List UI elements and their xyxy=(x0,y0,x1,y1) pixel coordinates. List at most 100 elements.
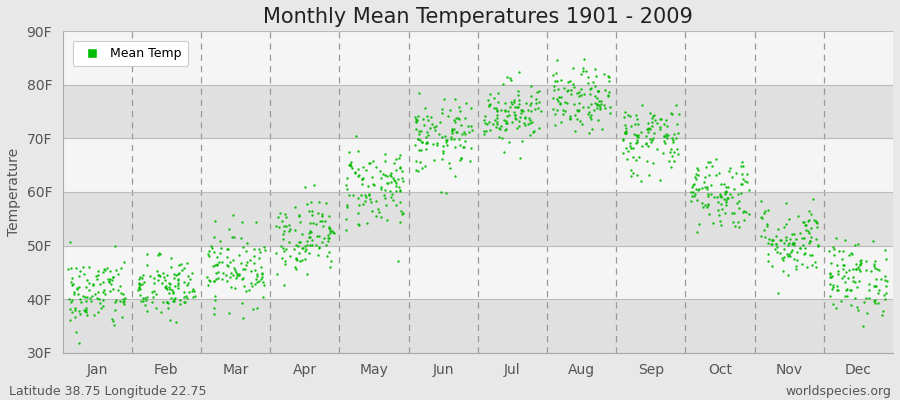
Point xyxy=(311,199,326,205)
Point xyxy=(387,177,401,183)
Point xyxy=(512,69,526,75)
Point xyxy=(320,200,334,206)
Point xyxy=(483,91,498,97)
Point xyxy=(206,263,220,270)
Point xyxy=(439,136,454,143)
Point xyxy=(504,99,518,105)
Point xyxy=(207,277,221,284)
Point xyxy=(132,282,147,289)
Point xyxy=(719,196,733,203)
Point xyxy=(576,68,590,74)
Point xyxy=(244,268,258,275)
Point xyxy=(641,143,655,149)
Point xyxy=(723,191,737,197)
Point xyxy=(377,192,392,198)
Point xyxy=(644,139,658,145)
Point xyxy=(418,146,433,152)
Point xyxy=(577,91,591,98)
Point xyxy=(797,235,812,241)
Point xyxy=(136,295,150,302)
Point xyxy=(430,140,445,146)
Point xyxy=(826,252,841,258)
Point xyxy=(546,87,561,94)
Point xyxy=(487,95,501,101)
Point xyxy=(499,127,513,134)
Point xyxy=(83,294,97,301)
Point xyxy=(73,296,87,302)
Point xyxy=(854,257,868,264)
Point xyxy=(378,194,392,201)
Point xyxy=(164,294,178,301)
Point xyxy=(581,109,596,116)
Point xyxy=(842,252,857,258)
Point xyxy=(338,227,353,234)
Point xyxy=(235,276,249,283)
Point xyxy=(249,305,264,311)
Point xyxy=(421,116,436,123)
Point xyxy=(204,244,219,251)
Point xyxy=(256,282,271,288)
Point xyxy=(410,136,425,142)
Point xyxy=(97,266,112,272)
Point xyxy=(130,287,145,293)
Point xyxy=(320,238,335,244)
Point xyxy=(835,275,850,281)
Point xyxy=(629,131,643,138)
Point xyxy=(238,288,253,295)
Point xyxy=(464,127,479,134)
Point xyxy=(79,308,94,315)
Point xyxy=(789,266,804,272)
Point xyxy=(379,202,393,208)
Point xyxy=(436,148,450,154)
Point xyxy=(96,303,111,309)
Point xyxy=(227,265,241,271)
Point xyxy=(598,71,612,77)
Point xyxy=(846,278,860,284)
Point xyxy=(445,126,459,132)
Point xyxy=(304,208,319,215)
Point xyxy=(666,139,680,145)
Point xyxy=(834,256,849,262)
Point xyxy=(411,113,426,119)
Point xyxy=(256,294,271,300)
Point xyxy=(87,291,102,297)
Point xyxy=(427,157,441,163)
Point xyxy=(292,218,307,225)
Point xyxy=(663,149,678,155)
Point xyxy=(257,247,272,253)
Point xyxy=(789,257,804,263)
Point xyxy=(590,88,605,94)
Point xyxy=(227,234,241,240)
Point xyxy=(523,132,537,138)
Point xyxy=(418,104,432,111)
Point xyxy=(850,304,864,310)
Point xyxy=(667,131,681,137)
Point xyxy=(839,286,853,293)
Point xyxy=(700,204,715,210)
Point xyxy=(294,257,309,263)
Point xyxy=(79,305,94,311)
Point xyxy=(551,86,565,92)
Point xyxy=(585,126,599,132)
Point xyxy=(718,191,733,198)
Point xyxy=(304,199,319,205)
Point xyxy=(415,164,429,171)
Point xyxy=(344,163,358,169)
Point xyxy=(275,245,290,251)
Point xyxy=(581,111,596,118)
Point xyxy=(303,234,318,240)
Point xyxy=(298,184,312,190)
Point xyxy=(571,108,585,114)
Point xyxy=(769,232,783,239)
Point xyxy=(701,172,716,178)
Point xyxy=(550,107,564,113)
Point xyxy=(256,279,270,285)
Point xyxy=(634,102,649,108)
Point xyxy=(277,258,292,264)
Point xyxy=(99,264,113,271)
Point xyxy=(526,129,541,136)
Point xyxy=(419,140,434,146)
Point xyxy=(435,109,449,116)
Point xyxy=(563,114,578,121)
Point xyxy=(776,256,790,263)
